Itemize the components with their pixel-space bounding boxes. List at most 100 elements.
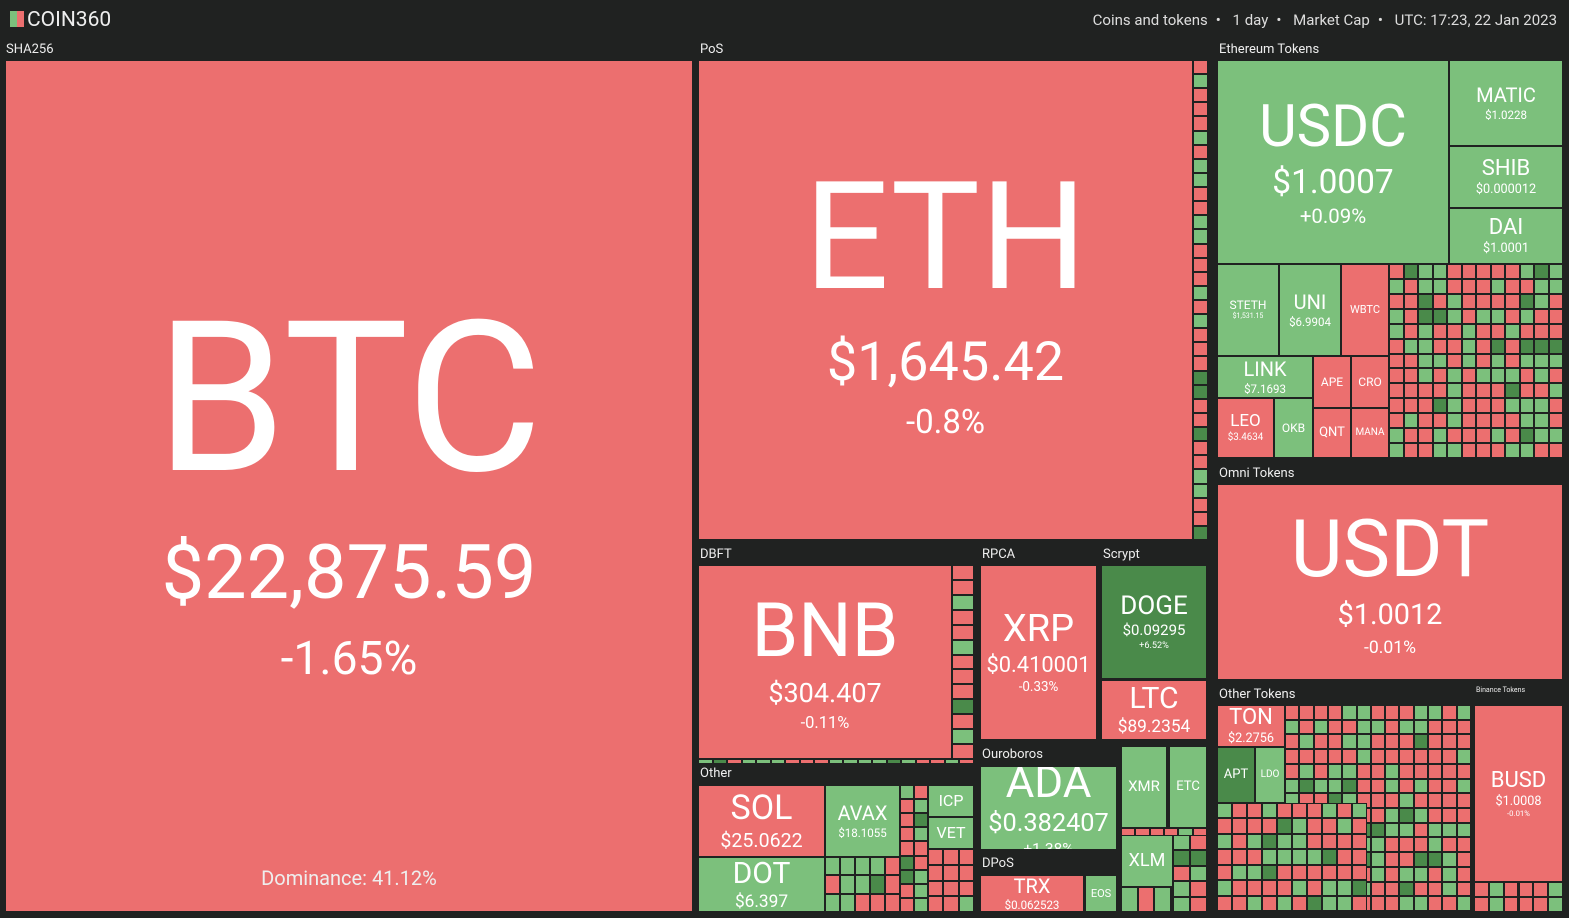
small-tile[interactable]: [1413, 793, 1429, 808]
small-tile[interactable]: [1461, 323, 1476, 339]
filter[interactable]: Coins and tokens: [1092, 11, 1208, 29]
small-tile[interactable]: [1193, 469, 1208, 484]
small-tile[interactable]: [1548, 413, 1563, 429]
small-tile[interactable]: [1534, 338, 1549, 354]
small-tile[interactable]: [1461, 413, 1476, 429]
coin-tile[interactable]: WBTC: [1341, 264, 1389, 356]
small-tile[interactable]: [1518, 897, 1534, 912]
small-tile[interactable]: [1432, 338, 1447, 354]
small-tile[interactable]: [1322, 880, 1337, 896]
small-tile[interactable]: [1285, 749, 1300, 764]
small-tile[interactable]: [1432, 443, 1447, 458]
small-tile[interactable]: [1247, 880, 1262, 896]
small-tile[interactable]: [1331, 458, 1346, 460]
small-tile[interactable]: [1385, 881, 1400, 897]
small-tile[interactable]: [1342, 749, 1357, 764]
small-tile[interactable]: [952, 729, 974, 745]
small-tile[interactable]: [1403, 338, 1418, 354]
small-tile[interactable]: [1322, 833, 1337, 850]
small-tile[interactable]: [825, 875, 840, 894]
small-tile[interactable]: [1285, 719, 1300, 735]
small-tile[interactable]: [1193, 342, 1208, 357]
small-tile[interactable]: [1418, 353, 1433, 369]
small-tile[interactable]: [1456, 822, 1471, 838]
small-tile[interactable]: [1432, 368, 1447, 384]
small-tile[interactable]: [1277, 864, 1292, 881]
small-tile[interactable]: [1345, 458, 1360, 460]
small-tile[interactable]: [915, 759, 931, 764]
small-tile[interactable]: [1356, 719, 1371, 735]
coin-tile[interactable]: ICP: [928, 785, 974, 817]
small-tile[interactable]: [1342, 705, 1357, 720]
coin-tile[interactable]: TRX $0.062523: [980, 875, 1084, 912]
small-tile[interactable]: [872, 759, 887, 764]
small-tile[interactable]: [1193, 215, 1208, 230]
small-tile[interactable]: [1413, 808, 1429, 823]
small-tile[interactable]: [1232, 864, 1247, 881]
small-tile[interactable]: [1442, 852, 1457, 867]
small-tile[interactable]: [1247, 803, 1262, 819]
small-tile[interactable]: [1447, 278, 1462, 294]
small-tile[interactable]: [1370, 896, 1386, 911]
small-tile[interactable]: [1442, 881, 1457, 897]
small-tile[interactable]: [952, 639, 974, 655]
small-tile[interactable]: [1285, 763, 1300, 779]
small-tile[interactable]: [1193, 356, 1208, 371]
small-tile[interactable]: [1262, 864, 1277, 881]
small-tile[interactable]: [1370, 778, 1386, 794]
small-tile[interactable]: [1461, 278, 1476, 294]
small-tile[interactable]: [1173, 896, 1190, 912]
small-tile[interactable]: [1519, 428, 1534, 444]
small-tile[interactable]: [1428, 896, 1443, 911]
small-tile[interactable]: [1442, 778, 1457, 794]
small-tile[interactable]: [698, 759, 713, 764]
small-tile[interactable]: [885, 875, 900, 894]
small-tile[interactable]: [952, 609, 974, 625]
small-tile[interactable]: [1259, 458, 1274, 460]
small-tile[interactable]: [1193, 158, 1208, 173]
coin-tile[interactable]: EOS: [1085, 875, 1117, 912]
small-tile[interactable]: [799, 759, 815, 764]
small-tile[interactable]: [1190, 896, 1207, 912]
small-tile[interactable]: [1232, 833, 1247, 850]
small-tile[interactable]: [1193, 370, 1208, 385]
small-tile[interactable]: [1285, 705, 1300, 720]
small-tile[interactable]: [1370, 852, 1386, 867]
small-tile[interactable]: [1302, 458, 1317, 460]
coin-tile[interactable]: BTC $22,875.59 -1.65%: [5, 60, 693, 912]
small-tile[interactable]: [1370, 793, 1386, 808]
coin-tile[interactable]: APT: [1217, 747, 1255, 803]
small-tile[interactable]: [1193, 455, 1208, 470]
small-tile[interactable]: [1232, 895, 1247, 911]
small-tile[interactable]: [1548, 383, 1563, 399]
small-tile[interactable]: [1327, 778, 1343, 794]
small-tile[interactable]: [1534, 398, 1549, 414]
small-tile[interactable]: [958, 880, 974, 897]
small-tile[interactable]: [1385, 808, 1400, 823]
small-tile[interactable]: [1307, 849, 1322, 865]
small-tile[interactable]: [1217, 880, 1232, 896]
small-tile[interactable]: [1217, 818, 1232, 834]
small-tile[interactable]: [1403, 413, 1418, 429]
small-tile[interactable]: [1476, 368, 1491, 384]
small-tile[interactable]: [1193, 74, 1208, 89]
small-tile[interactable]: [1519, 398, 1534, 414]
small-tile[interactable]: [914, 855, 928, 870]
coin-tile[interactable]: UNI $6.9904: [1279, 264, 1341, 356]
small-tile[interactable]: [1548, 398, 1563, 414]
small-tile[interactable]: [1327, 763, 1343, 779]
small-tile[interactable]: [1316, 458, 1331, 460]
small-tile[interactable]: [1476, 353, 1491, 369]
small-tile[interactable]: [1519, 308, 1534, 324]
small-tile[interactable]: [1399, 837, 1414, 853]
small-tile[interactable]: [1231, 458, 1246, 460]
small-tile[interactable]: [1193, 285, 1208, 300]
small-tile[interactable]: [1385, 734, 1400, 750]
small-tile[interactable]: [1370, 866, 1386, 882]
small-tile[interactable]: [1456, 749, 1471, 764]
small-tile[interactable]: [1533, 897, 1549, 912]
small-tile[interactable]: [1262, 849, 1277, 865]
small-tile[interactable]: [1121, 887, 1138, 912]
small-tile[interactable]: [1385, 778, 1400, 794]
small-tile[interactable]: [1428, 749, 1443, 764]
